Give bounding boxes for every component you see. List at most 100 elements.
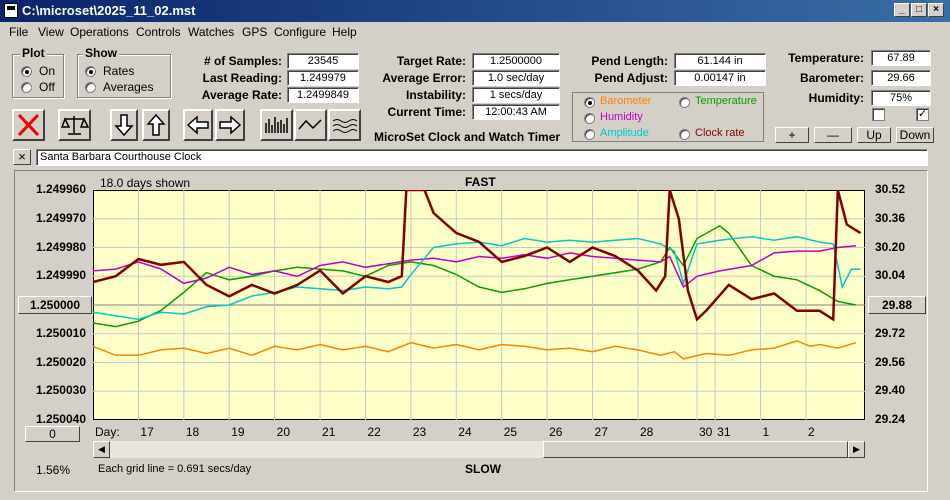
x-tick-label: 25	[503, 425, 518, 439]
x-tick-label: 21	[322, 425, 336, 439]
y-right-tick-label: 29.40	[875, 383, 906, 398]
barometer-label: Barometer:	[799, 71, 864, 85]
plot-off-label: Off	[39, 80, 55, 94]
plot-group-title: Plot	[20, 46, 47, 60]
scale-button[interactable]	[58, 109, 91, 141]
series-clock-rate-line	[93, 190, 862, 322]
menu-operations[interactable]: Operations	[70, 25, 129, 39]
line-chart-button[interactable]	[294, 109, 327, 141]
scrollbar-thumb[interactable]	[543, 441, 848, 458]
x-tick-label: 23	[412, 425, 427, 439]
close-window-button[interactable]: ×	[928, 3, 944, 17]
x-tick-label: 28	[639, 425, 654, 439]
center-rate-button[interactable]: 1.250000	[18, 296, 92, 314]
aux-up-button[interactable]: Up	[857, 127, 891, 143]
x-tick-label: 27	[594, 425, 608, 439]
y-right-tick-label: 30.36	[875, 210, 906, 225]
pend-length-label: Pend Length:	[591, 54, 668, 68]
current-time-label: Current Time:	[387, 105, 466, 119]
fast-label: FAST	[465, 175, 496, 189]
plot-on-label: On	[39, 64, 56, 78]
y-right-tick-label: 30.04	[875, 268, 906, 283]
menu-configure[interactable]: Configure	[274, 25, 327, 39]
average-rate-label: Average Rate:	[201, 88, 282, 102]
aux-humidity-radio[interactable]	[584, 113, 595, 124]
delete-icon	[17, 113, 40, 137]
x-tick-label: 22	[367, 425, 381, 439]
aux-clock-rate-radio[interactable]	[679, 129, 690, 140]
grid-note-label: Each grid line = 0.691 secs/day	[98, 463, 252, 475]
series-humidity-line	[93, 244, 856, 289]
aux-minus-button[interactable]: —	[814, 127, 852, 143]
aux-temperature-label: Temperature	[695, 95, 757, 107]
aux-amplitude-radio[interactable]	[584, 129, 595, 140]
aux-down-button[interactable]: Down	[896, 127, 934, 143]
series-barometer-line	[93, 340, 857, 360]
title-bar: C:\microset\2025_11_02.mst _ □ ×	[0, 0, 950, 22]
x-tick-label: 24	[458, 425, 472, 439]
left-checkbox[interactable]	[872, 108, 885, 121]
humidity-value: 75%	[871, 90, 931, 106]
line-chart-icon	[298, 119, 322, 130]
arrow-right-button[interactable]	[215, 109, 245, 141]
arrow-up-button[interactable]	[142, 109, 170, 141]
plot-off-radio[interactable]	[21, 82, 32, 93]
series-amplitude-line	[93, 235, 861, 321]
show-averages-label: Averages	[103, 80, 154, 94]
menu-gps[interactable]: GPS	[242, 25, 268, 39]
zero-button[interactable]: 0	[25, 426, 80, 442]
x-tick-label: 18	[185, 425, 200, 439]
arrow-down-icon	[114, 114, 134, 137]
x-tick-label: 20	[276, 425, 290, 439]
menu-file[interactable]: File	[9, 25, 29, 39]
wave-button[interactable]	[328, 109, 361, 141]
menu-help[interactable]: Help	[332, 25, 357, 39]
menu-bar: File View Operations Controls Watches GP…	[0, 22, 950, 42]
plot-on-radio[interactable]	[21, 66, 32, 77]
minimize-button[interactable]: _	[894, 3, 910, 17]
menu-controls[interactable]: Controls	[136, 25, 181, 39]
menu-view[interactable]: View	[38, 25, 64, 39]
aux-barometer-radio[interactable]	[584, 97, 595, 108]
day-axis-label: Day:	[95, 425, 120, 439]
instability-value: 1 secs/day	[472, 87, 560, 103]
barometer-value: 29.66	[871, 70, 931, 86]
app-icon	[4, 3, 18, 18]
center-aux-button[interactable]: 29.88	[868, 296, 926, 314]
pend-length-input[interactable]: 61.144 in	[674, 53, 766, 69]
clock-name-input[interactable]: Santa Barbara Courthouse Clock	[36, 149, 928, 166]
x-tick-label: 26	[549, 425, 563, 439]
plot-area[interactable]	[93, 190, 865, 420]
average-error-value: 1.0 sec/day	[472, 70, 560, 86]
target-rate-label: Target Rate:	[396, 54, 466, 68]
right-checkbox[interactable]: ✓	[916, 108, 929, 121]
average-error-label: Average Error:	[382, 71, 466, 85]
arrow-left-button[interactable]	[183, 109, 213, 141]
arrow-down-button[interactable]	[110, 109, 138, 141]
aux-temperature-radio[interactable]	[679, 97, 690, 108]
bar-chart-button[interactable]	[260, 109, 293, 141]
average-rate-value: 1.2499849	[287, 87, 359, 103]
scroll-right-button[interactable]: ▶	[848, 441, 865, 458]
humidity-label: Humidity:	[808, 91, 864, 105]
y-left-tick-label: 1.250040	[35, 412, 86, 426]
delete-button[interactable]	[12, 109, 45, 141]
y-left-tick-label: 1.250030	[35, 383, 86, 398]
x-tick-label: 30	[698, 425, 713, 439]
aux-humidity-label: Humidity	[600, 111, 643, 123]
scale-icon	[60, 116, 90, 135]
aux-plus-button[interactable]: +	[775, 127, 809, 143]
scroll-left-button[interactable]: ◀	[93, 441, 110, 458]
arrow-right-icon	[219, 115, 242, 135]
clear-clock-name-button[interactable]: ×	[13, 149, 31, 165]
maximize-button[interactable]: □	[911, 3, 927, 17]
x-tick-label: 1	[762, 425, 770, 439]
last-reading-value: 1.249979	[287, 70, 359, 86]
show-averages-radio[interactable]	[85, 82, 96, 93]
target-rate-input[interactable]: 1.2500000	[472, 53, 560, 69]
samples-value: 23545	[287, 53, 359, 69]
instability-label: Instability:	[405, 88, 466, 102]
show-rates-radio[interactable]	[85, 66, 96, 77]
menu-watches[interactable]: Watches	[188, 25, 235, 39]
y-left-tick-label: 1.249990	[35, 268, 86, 283]
